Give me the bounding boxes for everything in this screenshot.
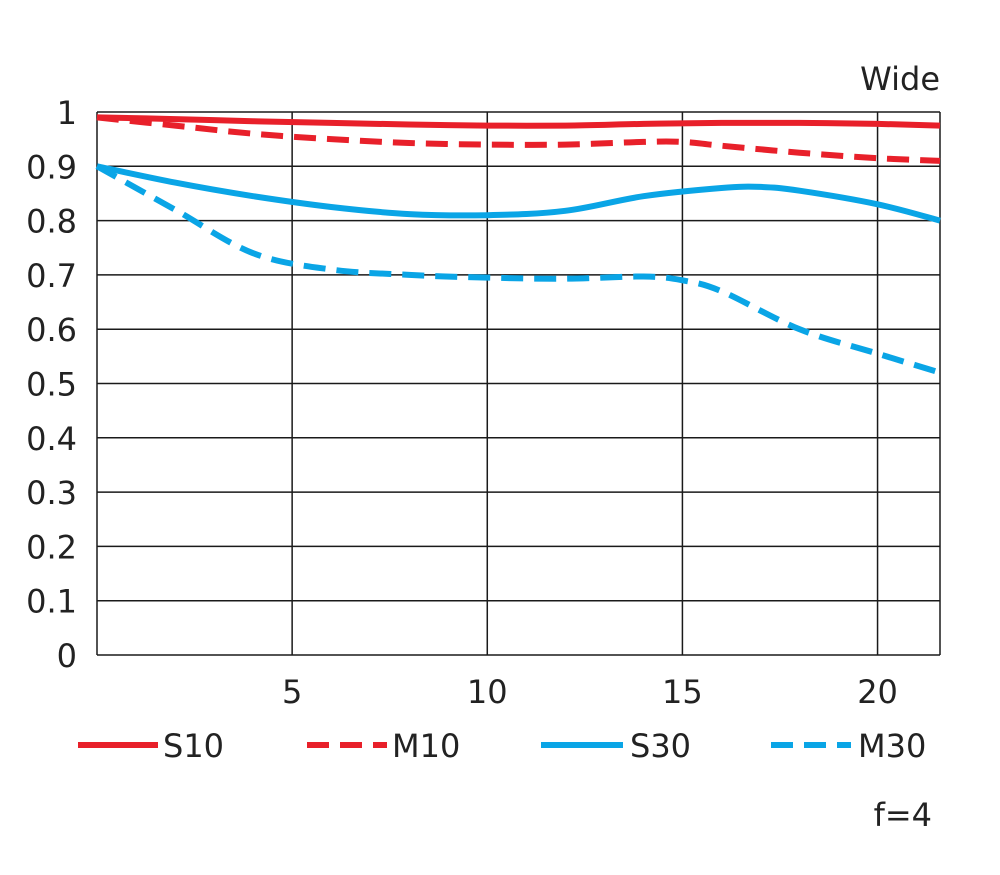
x-tick-label: 5	[282, 673, 302, 711]
x-axis-tick-labels: 5 10 15 20	[282, 673, 898, 711]
y-tick-label: 0.7	[26, 257, 77, 295]
legend-label-s10: S10	[163, 727, 224, 765]
y-tick-label: 0.4	[26, 420, 77, 458]
y-tick-label: 0.6	[26, 311, 77, 349]
series-line-m30	[95, 163, 941, 376]
y-tick-label: 1	[57, 94, 77, 132]
y-tick-label: 0	[57, 637, 77, 675]
chart-title: Wide	[860, 60, 940, 98]
legend-label-m10: M10	[392, 727, 460, 765]
series-line-s10	[96, 114, 941, 129]
y-tick-label: 0.5	[26, 366, 77, 404]
y-tick-label: 0.8	[26, 203, 77, 241]
y-axis-tick-labels: 0 0.1 0.2 0.3 0.4 0.5 0.6 0.7 0.8 0.9 1	[26, 94, 77, 675]
y-tick-label: 0.2	[26, 528, 77, 566]
x-tick-label: 20	[857, 673, 898, 711]
x-tick-label: 15	[662, 673, 703, 711]
y-tick-label: 0.9	[26, 148, 77, 186]
y-tick-label: 0.3	[26, 474, 77, 512]
series-line-s30	[96, 163, 941, 224]
legend-label-s30: S30	[630, 727, 691, 765]
legend: S10 M10 S30 M30	[78, 727, 926, 765]
x-tick-label: 10	[467, 673, 508, 711]
y-tick-label: 0.1	[26, 583, 77, 621]
legend-label-m30: M30	[858, 727, 926, 765]
series-lines	[95, 114, 941, 376]
aperture-note: f=4	[874, 796, 932, 834]
series-line-m10	[96, 114, 941, 164]
